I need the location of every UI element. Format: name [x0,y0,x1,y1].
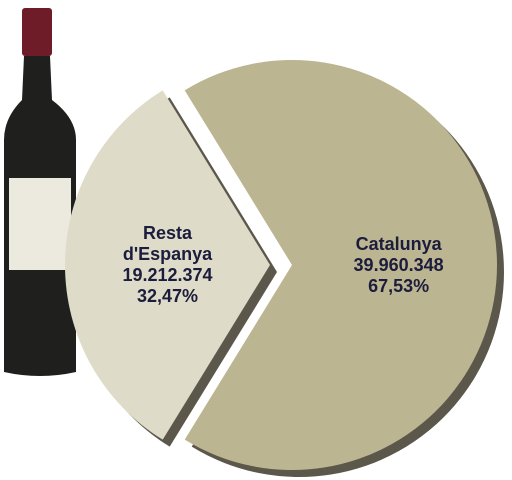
slice-label: Catalunya 39.960.348 67,53% [334,234,464,297]
pie [64,59,504,477]
label-line: Catalunya [355,233,442,254]
label-line: 19.212.374 [122,265,213,285]
label-line: Resta d'Espanya [122,223,213,264]
label-line: 67,53% [368,275,430,296]
bottle-label [9,178,71,270]
slice-label: Resta d'Espanya 19.212.374 32,47% [103,223,233,307]
wine-bottle [4,8,76,376]
label-line: 39.960.348 [353,254,444,275]
bottle-cap [22,8,52,56]
slice [64,90,270,440]
label-line: 32,47% [136,286,199,306]
slice [184,59,498,471]
